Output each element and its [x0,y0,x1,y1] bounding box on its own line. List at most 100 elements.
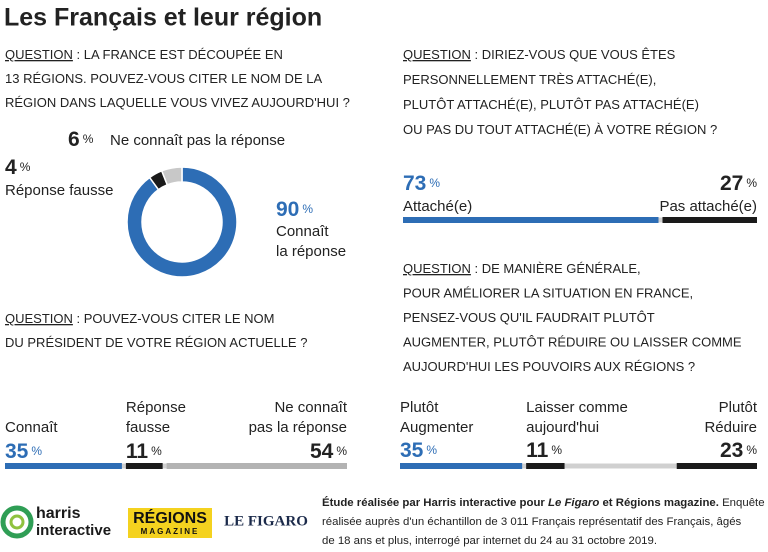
value-number: 54 [310,440,334,463]
footer-line: réalisée auprès d'un échantillon de 3 01… [322,516,742,528]
question-text: PENSEZ-VOUS QU'IL FAUDRAIT PLUTÔT [403,310,655,325]
value-unit: % [20,160,31,174]
value-label: 54% [310,440,347,463]
category-label: Attaché(e) [403,198,472,215]
bar-segment [400,463,523,469]
footer-text: Enquête [719,497,765,509]
category-label: Plutôt [719,399,758,416]
value-label: 11% [126,440,162,463]
bar-segment [166,463,347,469]
question-line: 13 RÉGIONS. POUVEZ-VOUS CITER LE NOM DE … [5,71,322,86]
question-text: RÉGION DANS LAQUELLE VOUS VIVEZ AUJOURD'… [5,95,350,110]
question-text: PERSONNELLEMENT TRÈS ATTACHÉ(E), [403,72,656,87]
question-label: QUESTION [5,311,73,326]
category-label: pas la réponse [249,419,347,436]
question-line: PERSONNELLEMENT TRÈS ATTACHÉ(E), [403,72,656,87]
bar-segment [5,463,122,469]
value-unit: % [83,132,94,146]
question-line: PENSEZ-VOUS QU'IL FAUDRAIT PLUTÔT [403,310,655,325]
question-text: AUJOURD'HUI LES POUVOIRS AUX RÉGIONS ? [403,359,695,374]
value-label: 6% [68,128,94,151]
donut-segment [160,166,183,186]
value-label: 35% [400,439,437,462]
question-line: POUR AMÉLIORER LA SITUATION EN FRANCE, [403,286,693,301]
category-label: Plutôt [400,399,439,416]
bar-segment [526,463,565,469]
logo-text: harris [36,505,81,522]
question-label: QUESTION [403,47,471,62]
value-number: 11 [126,440,149,463]
category-label: Laisser comme [526,399,628,416]
bar-segment [125,463,163,469]
value-unit: % [336,444,347,458]
question-line: DU PRÉSIDENT DE VOTRE RÉGION ACTUELLE ? [5,335,307,350]
question-text: : POUVEZ-VOUS CITER LE NOM [73,311,275,326]
question-label: QUESTION [403,261,471,276]
footer-bold: et Régions magazine. [599,497,719,509]
logo-ring [0,505,34,539]
question-text: : DE MANIÈRE GÉNÉRALE, [471,261,641,276]
category-label: Réduire [704,419,757,436]
value-label: 11% [526,439,562,462]
value-number: 11 [526,439,549,462]
question-line: QUESTION : DE MANIÈRE GÉNÉRALE, [403,261,641,276]
logo-ring [9,514,25,530]
footer-italic: Le Figaro [548,497,599,509]
value-unit: % [31,444,42,458]
question-line: OU PAS DU TOUT ATTACHÉ(E) À VOTRE RÉGION… [403,122,717,137]
question-line: QUESTION : DIRIEZ-VOUS QUE VOUS ÊTES [403,47,676,62]
question-text: 13 RÉGIONS. POUVEZ-VOUS CITER LE NOM DE … [5,71,322,86]
logo-text: RÉGIONS [133,508,207,527]
category-label: Connaît [276,223,329,240]
category-label: aujourd'hui [526,419,599,436]
value-unit: % [426,443,437,457]
value-label: 90% [276,198,313,221]
bar-segment [662,217,757,223]
category-label: fausse [126,419,170,436]
question-text: AUGMENTER, PLUTÔT RÉDUIRE OU LAISSER COM… [403,335,742,350]
donut-segment [126,166,238,278]
question-text: DU PRÉSIDENT DE VOTRE RÉGION ACTUELLE ? [5,335,307,350]
value-number: 35 [400,439,424,462]
category-label: la réponse [276,243,346,260]
figaro-logo: LE FIGARO [224,513,308,529]
category-label: Réponse fausse [5,182,113,199]
value-label: 27% [720,172,757,195]
category-label: Pas attaché(e) [659,198,757,215]
question-line: QUESTION : LA FRANCE EST DÉCOUPÉE EN [5,47,283,62]
category-label: Réponse [126,399,186,416]
logo-text: interactive [36,522,111,539]
value-number: 90 [276,198,299,221]
harris-logo: harris interactive [0,505,111,539]
value-unit: % [429,176,440,190]
category-label: Augmenter [400,419,473,436]
category-label: Connaît [5,419,58,436]
value-unit: % [151,444,162,458]
question-line: RÉGION DANS LAQUELLE VOUS VIVEZ AUJOURD'… [5,95,350,110]
footer-bold: Étude réalisée par Harris interactive po… [322,496,548,509]
category-label: Ne connaît pas la réponse [110,132,285,149]
value-unit: % [551,443,562,457]
value-number: 4 [5,156,17,179]
question-text: PLUTÔT ATTACHÉ(E), PLUTÔT PAS ATTACHÉ(E) [403,97,699,112]
value-unit: % [746,443,757,457]
question-line: AUJOURD'HUI LES POUVOIRS AUX RÉGIONS ? [403,359,695,374]
question-text: OU PAS DU TOUT ATTACHÉ(E) À VOTRE RÉGION… [403,122,717,137]
value-number: 27 [720,172,743,195]
footer-line: de 18 ans et plus, interrogé par interne… [322,535,657,547]
category-label: Ne connaît [274,399,347,416]
value-number: 73 [403,172,426,195]
value-number: 6 [68,128,80,151]
value-number: 23 [720,439,743,462]
logo-box [128,508,212,538]
value-label: 23% [720,439,757,462]
value-unit: % [746,176,757,190]
question-text: POUR AMÉLIORER LA SITUATION EN FRANCE, [403,286,693,301]
value-label: 35% [5,440,42,463]
value-label: 4% [5,156,31,179]
question-text: : DIRIEZ-VOUS QUE VOUS ÊTES [471,47,676,62]
question-line: QUESTION : POUVEZ-VOUS CITER LE NOM [5,311,274,326]
title: Les Français et leur région [4,4,322,32]
logo-text: MAGAZINE [141,527,200,536]
